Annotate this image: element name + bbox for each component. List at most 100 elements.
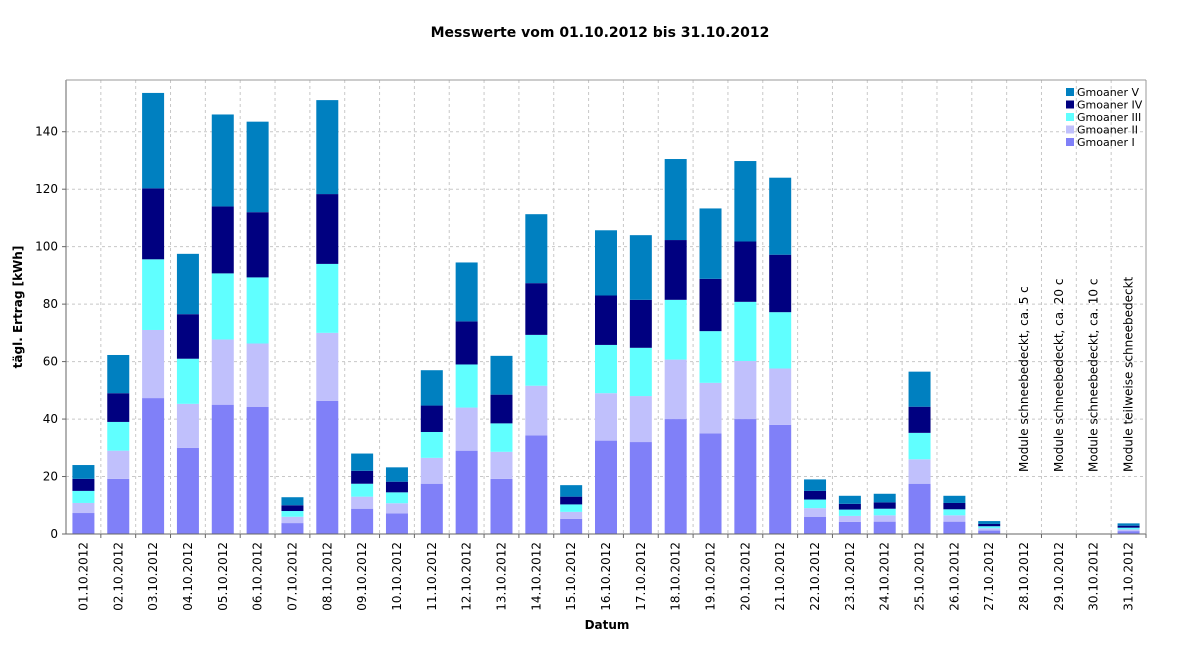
x-tick-label: 26.10.2012 xyxy=(947,542,961,611)
bar-segment xyxy=(72,502,95,514)
bar-segment xyxy=(978,521,1001,524)
bar-segment xyxy=(281,505,304,512)
bar-segment xyxy=(142,188,165,260)
bar-segment xyxy=(978,530,1001,534)
y-tick-label: 60 xyxy=(43,355,58,369)
bar-segment xyxy=(560,511,583,519)
x-tick-label: 22.10.2012 xyxy=(808,542,822,611)
legend-label: Gmoaner V xyxy=(1077,86,1139,99)
bar-segment xyxy=(525,334,548,386)
x-tick-label: 15.10.2012 xyxy=(564,542,578,611)
bar-segment xyxy=(804,499,827,509)
bar-segment xyxy=(978,523,1001,527)
bar-segment xyxy=(490,451,513,479)
bar-segment xyxy=(420,457,443,484)
bar-segment xyxy=(72,478,95,491)
bar-segment xyxy=(142,259,165,330)
bar-segment xyxy=(420,370,443,406)
bar-segment xyxy=(211,114,234,207)
bar-segment xyxy=(1117,523,1140,526)
bar-segment xyxy=(455,450,478,534)
bar-segment xyxy=(420,405,443,432)
x-tick-label: 30.10.2012 xyxy=(1087,542,1101,611)
bar-segment xyxy=(385,467,408,482)
bar-segment xyxy=(699,331,722,383)
x-tick-label: 13.10.2012 xyxy=(494,542,508,611)
bar-segment xyxy=(316,400,339,534)
bar-segment xyxy=(664,359,687,420)
x-tick-label: 28.10.2012 xyxy=(1017,542,1031,611)
bar-segment xyxy=(664,159,687,241)
y-axis-label: tägl. Ertrag [kWh] xyxy=(11,246,25,369)
bar-segment xyxy=(873,515,896,522)
bar-segment xyxy=(1117,531,1140,534)
bar-segment xyxy=(629,347,652,397)
x-tick-label: 20.10.2012 xyxy=(738,542,752,611)
bar-segment xyxy=(560,518,583,534)
bar-segment xyxy=(142,329,165,399)
bar-segment xyxy=(699,433,722,534)
bar-segment xyxy=(1117,529,1140,532)
bar-segment xyxy=(908,432,931,460)
x-tick-label: 07.10.2012 xyxy=(285,542,299,611)
bar-segment xyxy=(316,263,339,333)
bar-segment xyxy=(838,521,861,534)
bar-segment xyxy=(595,440,617,534)
bar-segment xyxy=(734,241,757,302)
y-tick-label: 40 xyxy=(43,412,58,426)
bar-segment xyxy=(664,240,687,300)
legend-swatch xyxy=(1066,138,1074,146)
bar-segment xyxy=(281,497,304,506)
bar-segment xyxy=(107,450,130,479)
bar-segment xyxy=(943,495,966,503)
bar-segment xyxy=(908,459,931,484)
bar-segment xyxy=(316,332,339,401)
bar-segment xyxy=(595,230,617,296)
bar-segment xyxy=(107,478,130,534)
bar-segment xyxy=(246,212,269,278)
x-tick-label: 18.10.2012 xyxy=(669,542,683,611)
bar-segment xyxy=(838,509,861,516)
bar-segment xyxy=(385,503,408,514)
bar-segment xyxy=(72,513,95,534)
x-axis-label: Datum xyxy=(585,618,630,632)
y-tick-label: 100 xyxy=(35,240,58,254)
y-tick-label: 80 xyxy=(43,297,58,311)
x-tick-label: 29.10.2012 xyxy=(1052,542,1066,611)
legend-swatch xyxy=(1066,125,1074,134)
legend-label: Gmoaner I xyxy=(1077,136,1135,149)
bar-segment xyxy=(72,465,95,479)
x-tick-label: 17.10.2012 xyxy=(634,542,648,611)
bar-segment xyxy=(351,453,374,471)
bar-segment xyxy=(699,382,722,434)
bar-segment xyxy=(908,406,931,433)
bar-segment xyxy=(873,521,896,534)
bar-segment xyxy=(943,515,966,522)
x-tick-label: 09.10.2012 xyxy=(355,542,369,611)
bar-segment xyxy=(176,253,199,315)
bar-segment xyxy=(385,513,408,534)
bar-segment xyxy=(629,235,652,300)
bar-segment xyxy=(734,301,757,362)
x-tick-label: 25.10.2012 xyxy=(913,542,927,611)
x-tick-label: 04.10.2012 xyxy=(181,542,195,611)
x-tick-label: 11.10.2012 xyxy=(425,542,439,611)
x-tick-label: 27.10.2012 xyxy=(982,542,996,611)
bar-segment xyxy=(734,419,757,534)
x-tick-label: 31.10.2012 xyxy=(1122,542,1136,611)
bar-segment xyxy=(1117,527,1140,530)
x-tick-label: 01.10.2012 xyxy=(76,542,90,611)
bar-segment xyxy=(211,273,234,340)
bar-segment xyxy=(351,483,374,497)
bar-segment xyxy=(629,442,652,534)
annotation: Module schneebedeckt, ca. 20 c xyxy=(1052,279,1066,472)
bar-segment xyxy=(107,393,130,422)
bar-segment xyxy=(351,470,374,484)
bar-segment xyxy=(525,385,548,436)
x-tick-label: 21.10.2012 xyxy=(773,542,787,611)
bar-segment xyxy=(838,495,861,504)
x-tick-label: 08.10.2012 xyxy=(320,542,334,611)
annotation: Module schneebedeckt, ca. 5 c xyxy=(1017,286,1031,472)
legend-label: Gmoaner III xyxy=(1077,111,1141,124)
x-tick-label: 16.10.2012 xyxy=(599,542,613,611)
